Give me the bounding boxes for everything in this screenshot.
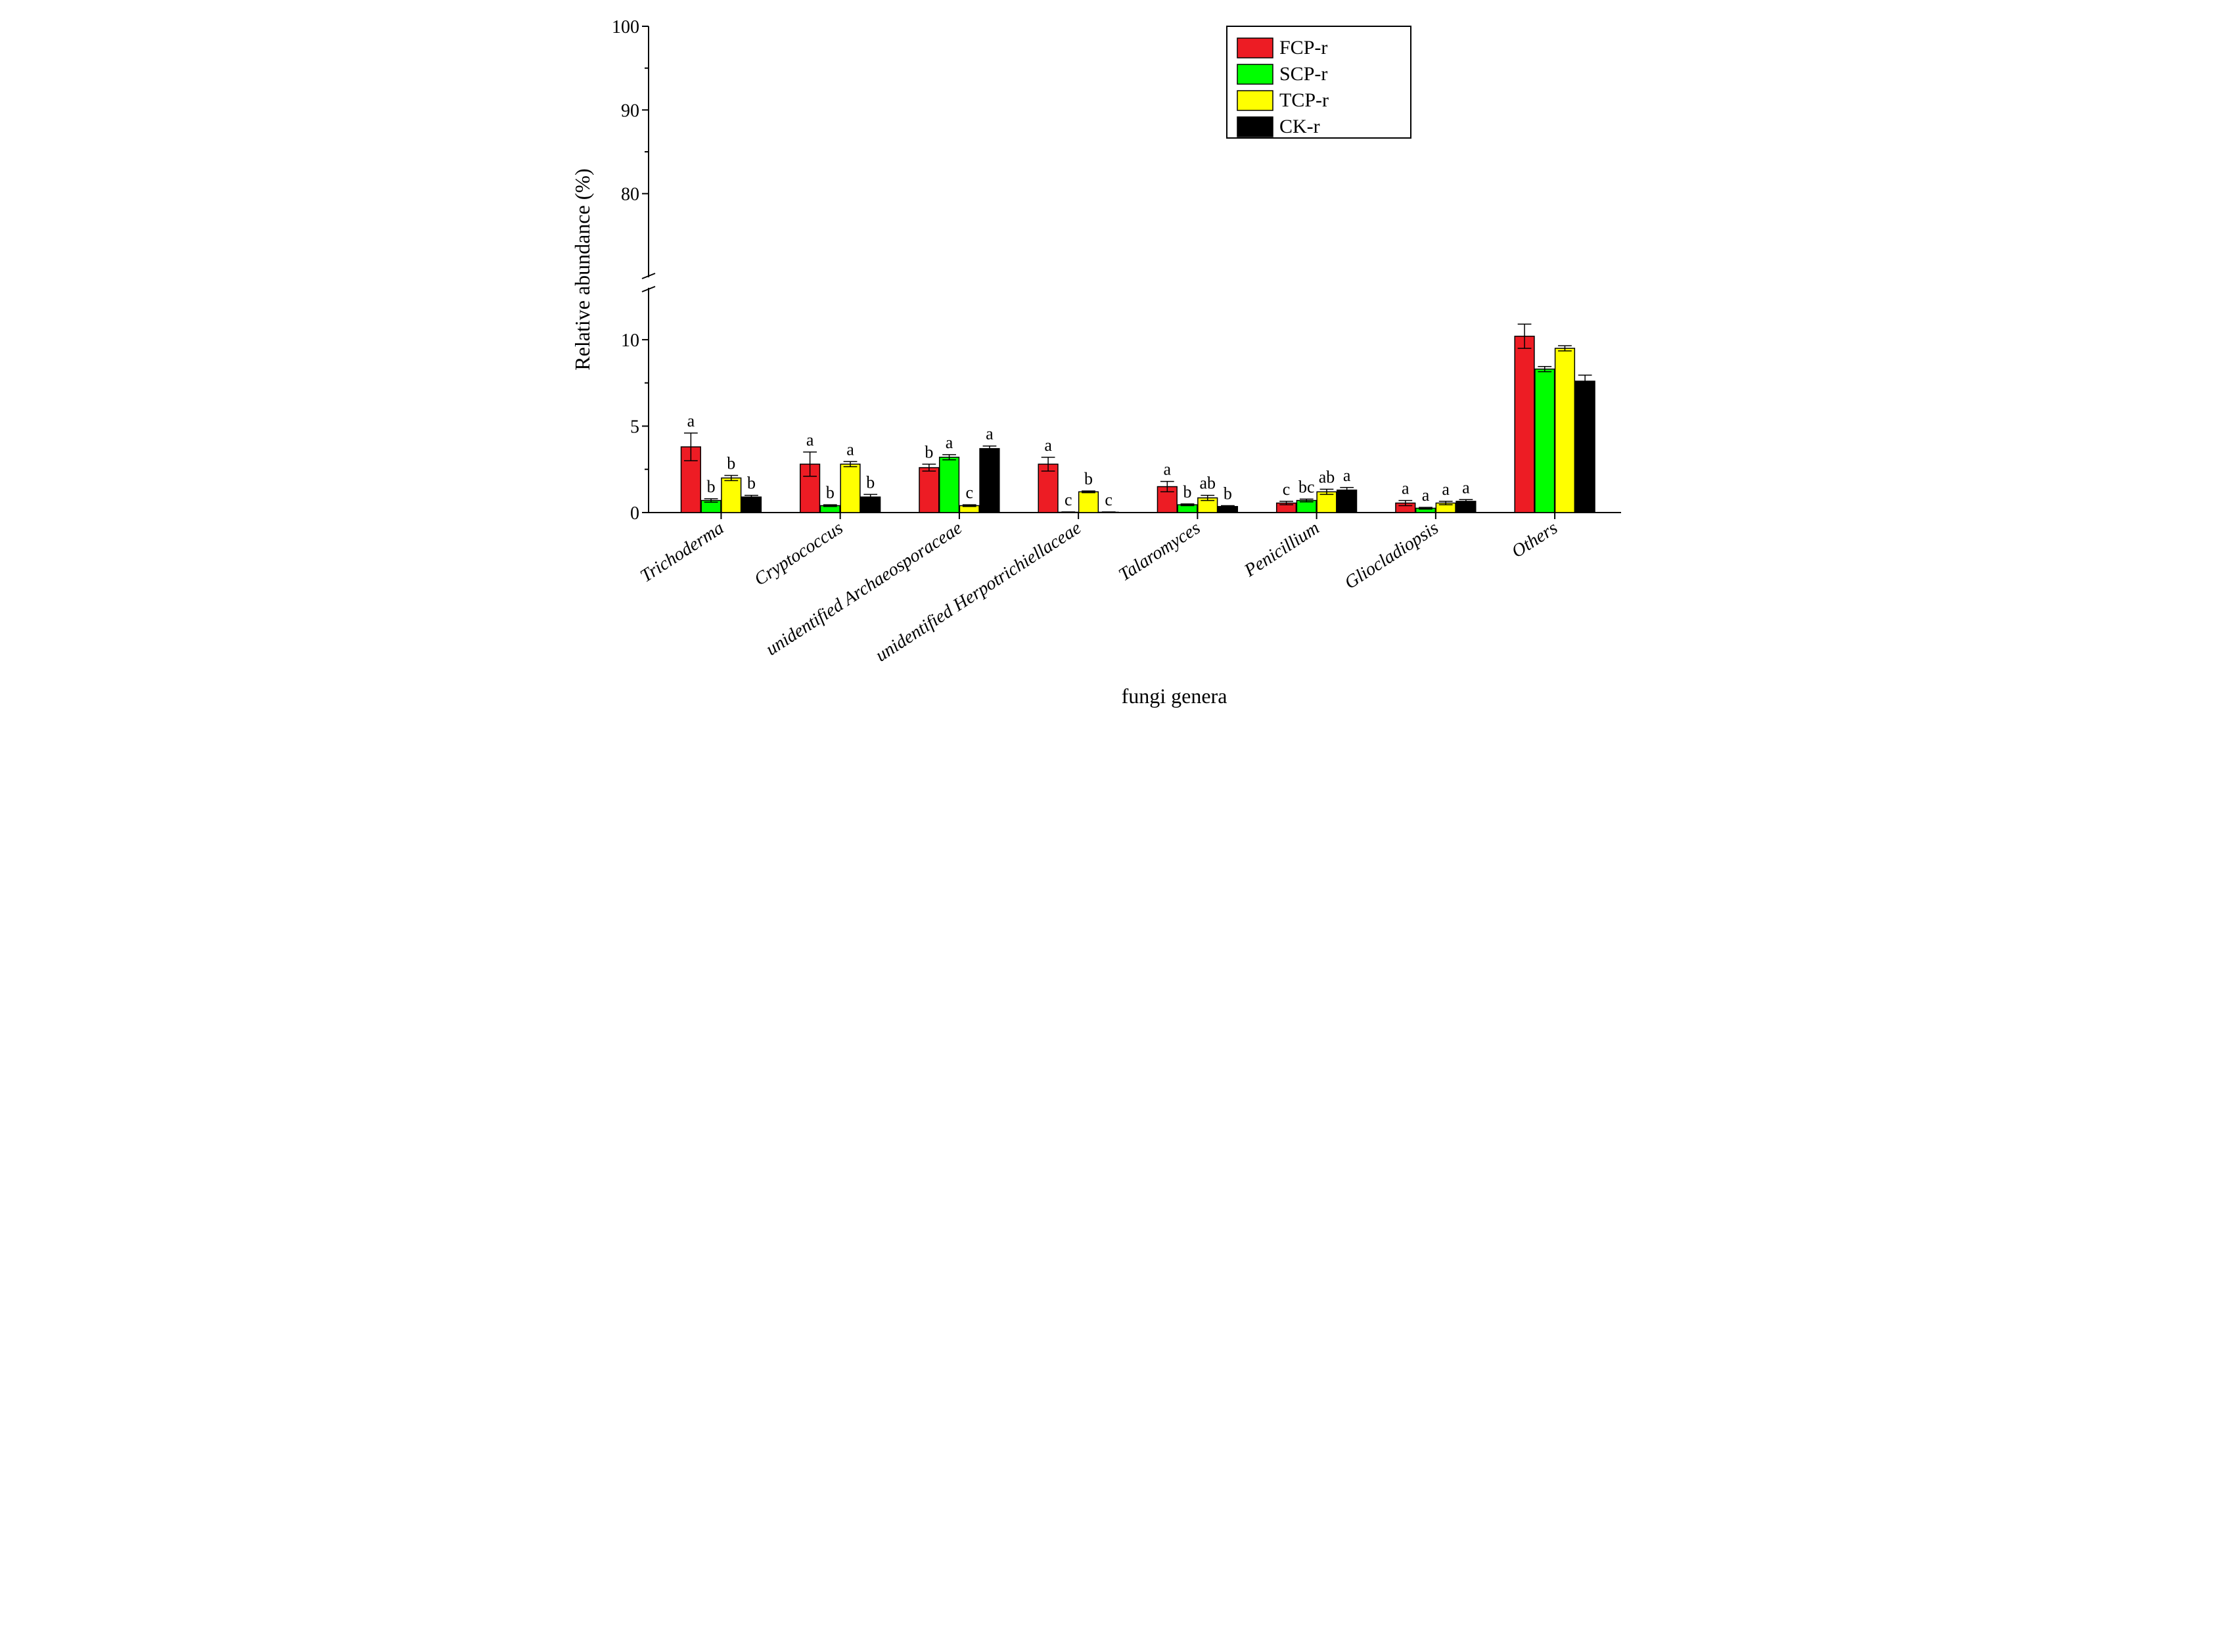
sig-letter: c (965, 483, 973, 502)
bar (980, 449, 999, 513)
svg-text:10: 10 (621, 331, 639, 351)
chart-svg: 05108090100Relative abundance (%)abbbaba… (557, 0, 1667, 826)
x-category-label: Talaromyces (1115, 518, 1204, 585)
sig-letter: b (1084, 469, 1092, 488)
svg-text:100: 100 (612, 17, 639, 37)
legend-label: SCP-r (1279, 63, 1327, 85)
svg-text:0: 0 (630, 503, 639, 524)
bar (840, 464, 860, 513)
sig-letter: b (925, 442, 933, 461)
sig-letter: a (986, 424, 994, 444)
x-category-label: unidentified Archaeosporaceae (762, 518, 966, 660)
bar (939, 457, 959, 513)
sig-letter: b (727, 453, 735, 472)
sig-letter: b (706, 477, 715, 496)
sig-letter: a (687, 411, 695, 430)
sig-letter: bc (1298, 477, 1314, 496)
sig-letter: a (1044, 436, 1052, 455)
x-category-label: Cryptococcus (750, 518, 846, 590)
sig-letter: a (945, 433, 953, 452)
svg-text:Relative abundance (%): Relative abundance (%) (570, 168, 594, 370)
chart-container: 05108090100Relative abundance (%)abbbaba… (557, 0, 1667, 826)
sig-letter: a (846, 440, 854, 459)
svg-text:80: 80 (621, 185, 639, 205)
sig-letter: ab (1318, 467, 1335, 486)
svg-text:5: 5 (630, 417, 639, 437)
x-category-label: Gliocladiopsis (1341, 518, 1442, 593)
bar (741, 497, 761, 513)
sig-letter: a (1163, 460, 1171, 479)
legend-swatch (1237, 91, 1273, 110)
legend-swatch (1237, 117, 1273, 137)
sig-letter: a (806, 430, 814, 449)
legend-swatch (1237, 64, 1273, 84)
x-category-label: Penicillium (1240, 518, 1323, 582)
sig-letter: b (1223, 484, 1231, 503)
sig-letter: c (1282, 480, 1290, 499)
sig-letter: a (1462, 478, 1470, 497)
bar (1555, 348, 1574, 513)
sig-letter: ab (1199, 474, 1216, 493)
sig-letter: b (1183, 482, 1191, 501)
bar (1317, 492, 1337, 513)
legend-label: FCP-r (1279, 37, 1327, 58)
legend-label: TCP-r (1279, 89, 1329, 111)
sig-letter: a (1421, 486, 1429, 505)
bar (1078, 492, 1098, 513)
sig-letter: b (866, 472, 875, 492)
bar (1337, 490, 1356, 513)
x-category-label: Trichoderma (637, 518, 727, 587)
legend-label: CK-r (1279, 116, 1320, 137)
sig-letter: b (746, 474, 755, 493)
sig-letter: a (1342, 466, 1350, 485)
x-category-label: Others (1508, 518, 1561, 562)
x-axis-label: fungi genera (1121, 684, 1227, 708)
bar (919, 468, 938, 513)
bar (721, 478, 741, 513)
x-category-label: unidentified Herpotrichiellaceae (871, 518, 1084, 666)
sig-letter: a (1442, 480, 1450, 499)
bar (1575, 381, 1595, 513)
legend-swatch (1237, 38, 1273, 58)
sig-letter: c (1105, 490, 1112, 509)
sig-letter: b (825, 483, 834, 502)
svg-text:90: 90 (621, 101, 639, 121)
sig-letter: a (1402, 479, 1409, 498)
sig-letter: c (1065, 490, 1072, 509)
bar (1515, 336, 1534, 513)
bar (1534, 369, 1554, 513)
